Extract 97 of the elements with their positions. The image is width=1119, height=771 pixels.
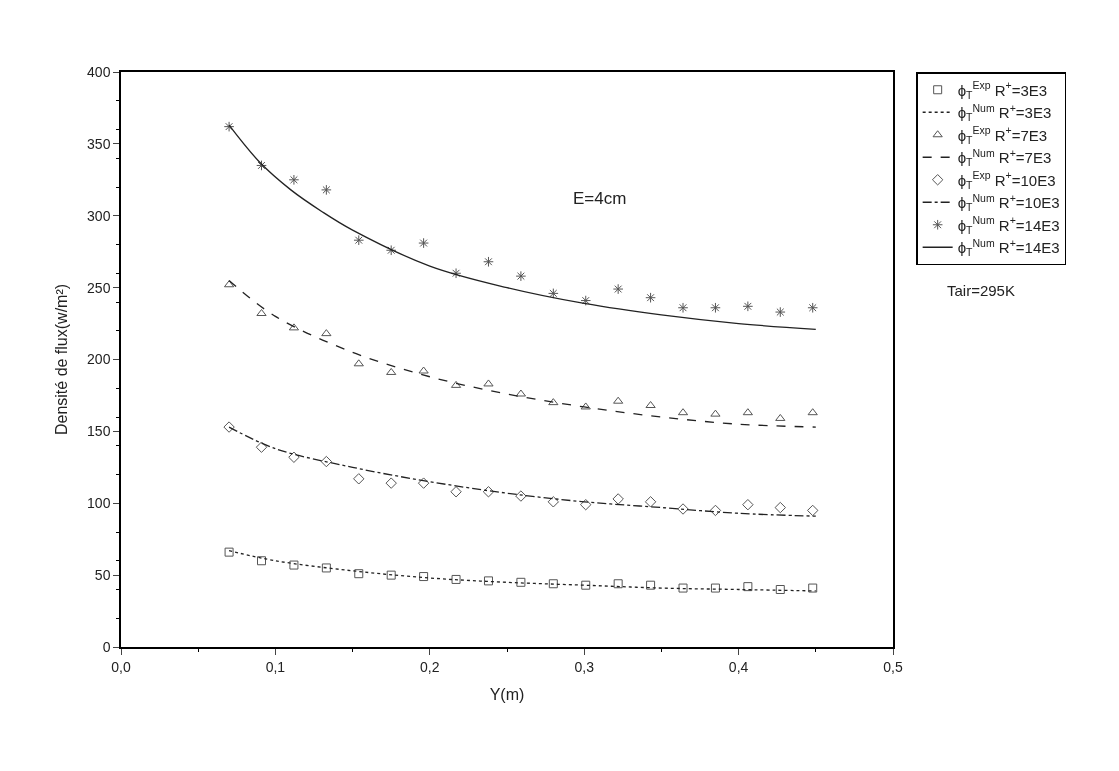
legend-label: ϕ$_{T}$$^{Exp}$ R$^{+}$=7E3: [957, 124, 1048, 146]
y-tick-label: 100: [87, 495, 111, 512]
legend-label: ϕ$_{T}$$^{Num}$ R$^{+}$=10E3: [957, 191, 1060, 214]
x-tick-label: 0,3: [574, 658, 595, 675]
point: [419, 572, 429, 582]
point: [548, 288, 559, 299]
point: [320, 455, 333, 468]
text: Tair=295K: [947, 282, 1015, 299]
x-tick-label: 0,5: [883, 658, 903, 675]
line-series: [228, 124, 817, 330]
point: [547, 496, 560, 508]
point: [612, 493, 624, 505]
point: [742, 498, 754, 511]
point: [418, 237, 429, 249]
point: [645, 292, 656, 303]
point: [613, 579, 623, 589]
point: [255, 441, 268, 453]
point: [807, 504, 819, 517]
point: [256, 160, 267, 171]
point: [483, 576, 493, 586]
point: [710, 409, 721, 417]
point: [807, 408, 818, 416]
point: [677, 302, 689, 314]
point: [353, 473, 365, 485]
point: [644, 496, 657, 508]
point: [321, 184, 332, 196]
point: [288, 174, 300, 186]
legend-label: ϕ$_{T}$$^{Num}$ R$^{+}$=3E3: [957, 101, 1052, 124]
point: [386, 367, 397, 375]
x-tick-label: 0,1: [265, 658, 286, 675]
point: [353, 234, 365, 246]
point: [483, 256, 494, 268]
annotation: E=4cm: [573, 189, 627, 208]
point: [451, 574, 461, 584]
point: [321, 329, 332, 337]
point: [417, 477, 430, 489]
x-tick-label: 0,0: [111, 658, 131, 675]
point: [581, 580, 591, 590]
point: [224, 547, 234, 557]
point: [807, 302, 819, 314]
y-tick-label: 0: [102, 638, 111, 655]
x-tick-label: 0,2: [420, 658, 440, 675]
point: [775, 413, 786, 421]
point: [646, 580, 656, 590]
legend-label: ϕ$_{T}$$^{Num}$ R$^{+}$=7E3: [957, 146, 1052, 169]
point: [742, 408, 753, 416]
x-axis-title: Y(m): [489, 685, 525, 703]
legend-label: ϕ$_{T}$$^{Exp}$ R$^{+}$=10E3: [957, 169, 1056, 191]
point: [386, 570, 396, 580]
y-tick-label: 250: [87, 279, 111, 296]
x-tick-label: 0,4: [728, 658, 749, 675]
legend-label: ϕ$_{T}$$^{Num}$ R$^{+}$=14E3: [957, 236, 1060, 259]
point: [548, 579, 558, 589]
point: [482, 486, 495, 498]
point: [385, 477, 397, 489]
point: [580, 295, 592, 306]
point: [418, 366, 429, 374]
point: [515, 270, 527, 282]
y-tick-label: 150: [87, 423, 111, 440]
point: [223, 421, 235, 433]
y-tick-label: 350: [87, 135, 111, 152]
point: [743, 582, 753, 592]
point: [774, 306, 786, 318]
point: [548, 398, 559, 406]
point: [354, 569, 364, 579]
point: [450, 486, 462, 498]
point: [710, 583, 720, 593]
point: [289, 560, 299, 570]
point: [516, 577, 526, 587]
point: [257, 556, 266, 566]
y-tick-label: 400: [87, 63, 111, 80]
legend-label: ϕ$_{T}$$^{Exp}$ R$^{+}$=3E3: [957, 79, 1048, 101]
point: [483, 379, 494, 387]
legend-label: ϕ$_{T}$$^{Num}$ R$^{+}$=14E3: [957, 214, 1060, 236]
point: [742, 301, 754, 312]
point: [450, 267, 462, 279]
point: [774, 501, 786, 514]
point: [775, 585, 785, 594]
point: [515, 490, 527, 502]
point: [709, 504, 722, 517]
point: [353, 359, 364, 367]
point: [223, 121, 235, 132]
point: [710, 302, 721, 314]
y-tick-label: 300: [87, 207, 111, 224]
y-tick-label: 50: [94, 567, 111, 584]
point: [808, 583, 818, 593]
point: [321, 563, 331, 573]
point: [678, 583, 688, 593]
point: [385, 244, 397, 256]
point: [677, 503, 689, 515]
point: [612, 283, 624, 295]
point: [613, 396, 624, 404]
point: [288, 451, 300, 463]
point: [580, 402, 591, 410]
y-tick-label: 200: [87, 351, 111, 368]
point: [580, 498, 592, 511]
y-axis-title: Densité de flux(w/m²): [53, 283, 71, 436]
